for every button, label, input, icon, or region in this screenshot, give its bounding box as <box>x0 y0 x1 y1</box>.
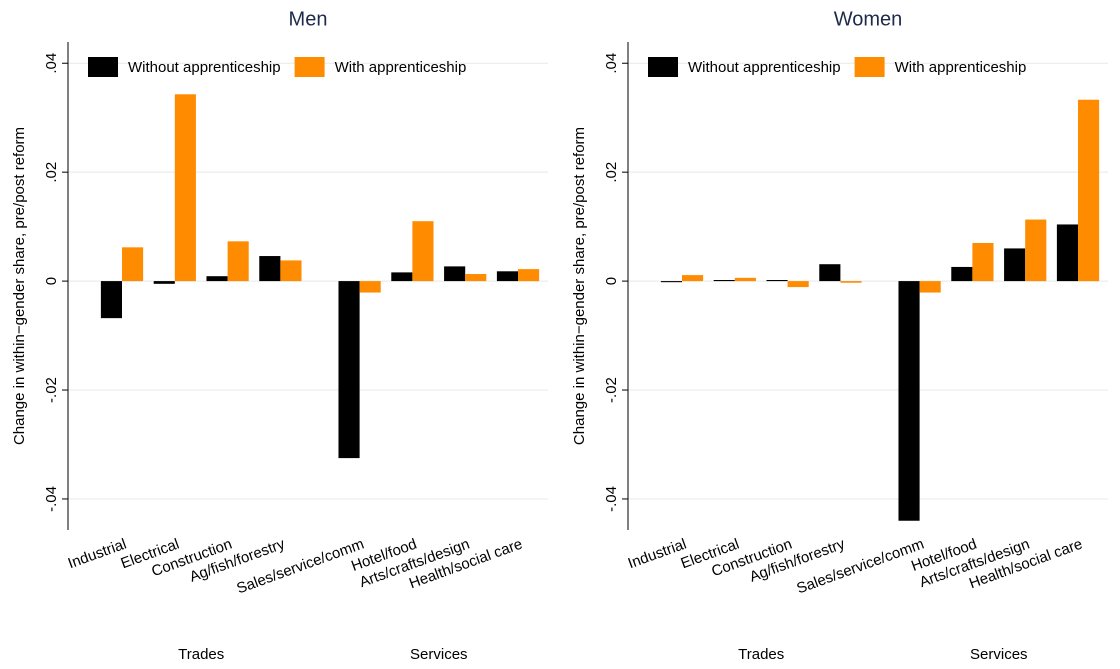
bar <box>1025 219 1047 282</box>
group-label: Services <box>970 646 1028 663</box>
bar <box>1078 99 1100 282</box>
y-tick-label: -.04 <box>43 486 60 512</box>
bar <box>259 256 281 282</box>
bar <box>206 276 228 282</box>
chart-title: Men <box>289 8 328 30</box>
y-tick-label: 0 <box>43 277 60 285</box>
bar <box>227 241 249 282</box>
y-axis-title: Change in within−gender share, pre/post … <box>571 127 588 445</box>
y-tick-label: -.02 <box>603 377 620 403</box>
legend-swatch <box>854 57 885 77</box>
bar <box>496 271 518 282</box>
bar <box>972 242 994 282</box>
bar <box>465 274 487 282</box>
y-tick-label: .04 <box>43 53 60 74</box>
bar <box>174 94 196 282</box>
y-axis-title: Change in within−gender share, pre/post … <box>11 127 28 445</box>
legend-label: Without apprenticeship <box>128 59 281 76</box>
bar <box>660 281 682 283</box>
bar <box>338 281 360 459</box>
bar <box>840 281 862 283</box>
x-tick-label: Industrial <box>66 536 129 573</box>
legend-swatch <box>648 57 678 77</box>
bar <box>682 275 704 282</box>
bar <box>359 281 381 293</box>
bar <box>412 221 434 282</box>
bar <box>391 272 413 282</box>
y-tick-label: .02 <box>43 162 60 183</box>
legend-label: With apprenticeship <box>335 59 467 76</box>
y-tick-label: -.02 <box>43 377 60 403</box>
group-label: Trades <box>178 646 224 663</box>
bar <box>280 260 302 282</box>
bar <box>1056 224 1078 282</box>
bar <box>951 266 973 282</box>
y-tick-label: .02 <box>603 162 620 183</box>
group-label: Trades <box>738 646 784 663</box>
y-tick-label: -.04 <box>603 486 620 512</box>
bar <box>787 281 809 288</box>
x-tick-label: Industrial <box>626 536 689 573</box>
y-tick-label: .04 <box>603 53 620 74</box>
bar <box>919 281 941 293</box>
legend-swatch <box>88 57 118 77</box>
bar <box>1004 248 1026 282</box>
bar <box>153 281 175 284</box>
bar <box>122 247 144 282</box>
legend-swatch <box>294 57 325 77</box>
y-tick-label: 0 <box>603 277 620 285</box>
bar <box>734 277 756 282</box>
bar <box>766 280 788 282</box>
bar <box>444 266 466 282</box>
bar <box>100 281 122 319</box>
bar <box>518 269 540 282</box>
legend-label: Without apprenticeship <box>688 59 841 76</box>
group-label: Services <box>410 646 468 663</box>
bar <box>898 281 920 521</box>
bar <box>713 280 735 282</box>
bar <box>819 264 841 282</box>
legend-label: With apprenticeship <box>895 59 1027 76</box>
chart-title: Women <box>834 8 903 30</box>
